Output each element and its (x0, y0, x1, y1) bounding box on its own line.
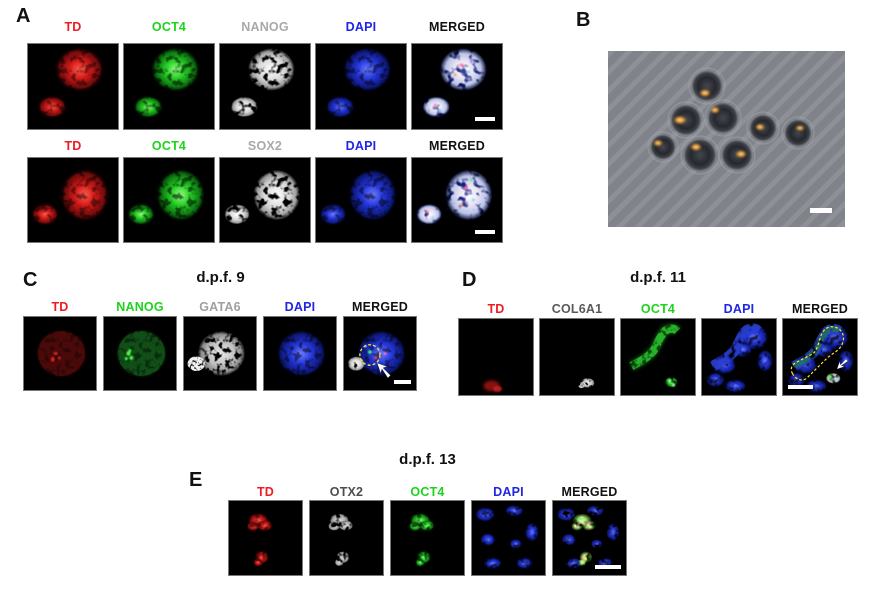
panel-a-row1-images (27, 43, 503, 130)
micrograph-d-td (458, 318, 534, 396)
micrograph-a1-oct4 (123, 43, 215, 130)
panel-c-images (23, 316, 417, 391)
panel-d-title: d.p.f. 11 (630, 269, 686, 286)
channel-label-dapi: DAPI (493, 485, 524, 499)
micrograph-a1-dapi (315, 43, 407, 130)
micrograph-a2-sox2 (219, 157, 311, 243)
embryos (647, 67, 815, 175)
channel-label-col6a1: COL6A1 (551, 302, 603, 316)
micrograph-a2-merged (411, 157, 503, 243)
channel-label-oct4: OCT4 (410, 485, 445, 499)
micrograph-a1-merged (411, 43, 503, 130)
panel-e-channel-labels: TD OTX2 OCT4 DAPI MERGED (228, 486, 627, 499)
micrograph-a2-oct4 (123, 157, 215, 243)
channel-label-dapi: DAPI (345, 20, 377, 34)
scale-bar (810, 208, 832, 213)
channel-label-dapi: DAPI (345, 139, 377, 153)
channel-label-dapi: DAPI (284, 300, 316, 314)
channel-label-otx2: OTX2 (329, 485, 364, 499)
micrograph-a2-td (27, 157, 119, 243)
channel-label-merged: MERGED (351, 300, 409, 314)
micrograph-d-merged (782, 318, 858, 396)
micrograph-b-brightfield (608, 51, 845, 227)
panel-a-label: A (16, 5, 31, 27)
channel-label-gata6: GATA6 (199, 300, 241, 314)
panel-e-label: E (189, 469, 203, 491)
micrograph-e-merged (552, 500, 627, 576)
td-fluorescence-patches (653, 89, 805, 158)
channel-label-merged: MERGED (561, 485, 618, 499)
scale-bar (475, 117, 495, 121)
channel-label-td: TD (64, 139, 82, 153)
dashed-outline (790, 326, 845, 381)
channel-label-nanog: NANOG (116, 300, 164, 314)
micrograph-a1-td (27, 43, 119, 130)
micrograph-c-nanog (103, 316, 177, 391)
scale-bar (475, 230, 495, 234)
micrograph-c-td (23, 316, 97, 391)
dashed-outline (359, 344, 381, 366)
channel-label-td: TD (51, 300, 69, 314)
channel-label-oct4: OCT4 (151, 20, 187, 34)
channel-label-nanog: NANOG (241, 20, 289, 34)
micrograph-d-oct4 (620, 318, 696, 396)
panel-e-title: d.p.f. 13 (399, 451, 456, 468)
micrograph-c-dapi (263, 316, 337, 391)
micrograph-a1-nanog (219, 43, 311, 130)
channel-label-td: TD (256, 485, 275, 499)
micrograph-a2-dapi (315, 157, 407, 243)
channel-label-td: TD (64, 20, 82, 34)
channel-label-merged: MERGED (428, 20, 486, 34)
panel-e-images (228, 500, 627, 576)
panel-c-label: C (23, 269, 38, 291)
scale-bar (394, 380, 411, 384)
panel-b-label: B (576, 9, 591, 31)
micrograph-e-td (228, 500, 303, 576)
scale-bar (595, 565, 621, 569)
scale-bar (788, 385, 813, 389)
micrograph-d-col6a1 (539, 318, 615, 396)
channel-label-merged: MERGED (428, 139, 486, 153)
panel-a-row2-channel-labels: TD OCT4 SOX2 DAPI MERGED (27, 140, 503, 153)
micrograph-c-gata6 (183, 316, 257, 391)
channel-label-oct4: OCT4 (640, 302, 676, 316)
panel-c-channel-labels: TD NANOG GATA6 DAPI MERGED (23, 301, 417, 314)
micrograph-e-otx2 (309, 500, 384, 576)
channel-label-dapi: DAPI (723, 302, 755, 316)
micrograph-c-merged (343, 316, 417, 391)
micrograph-e-dapi (471, 500, 546, 576)
channel-label-merged: MERGED (791, 302, 849, 316)
panel-a-row1-channel-labels: TD OCT4 NANOG DAPI MERGED (27, 21, 503, 34)
channel-label-oct4: OCT4 (151, 139, 187, 153)
panel-d-images (458, 318, 858, 396)
panel-a-row2-images (27, 157, 503, 243)
channel-label-sox2: SOX2 (247, 139, 283, 153)
panel-d-label: D (462, 269, 477, 291)
channel-label-td: TD (487, 302, 505, 316)
micrograph-d-dapi (701, 318, 777, 396)
panel-c-title: d.p.f. 9 (196, 269, 245, 286)
panel-d-channel-labels: TD COL6A1 OCT4 DAPI MERGED (458, 303, 858, 316)
micrograph-e-oct4 (390, 500, 465, 576)
